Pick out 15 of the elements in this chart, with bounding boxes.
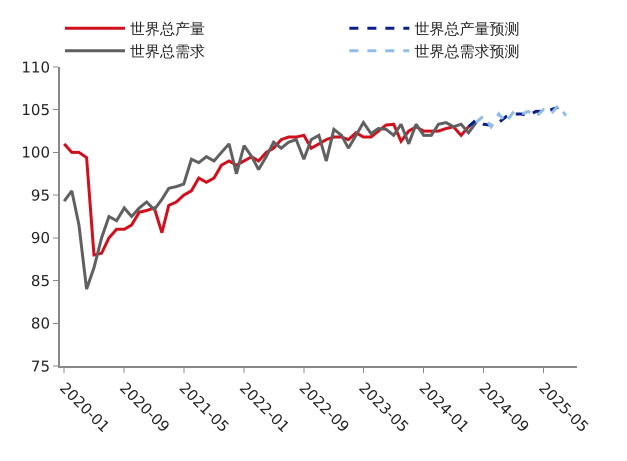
y-tick-label: 80: [30, 314, 50, 333]
y-tick-label: 95: [30, 186, 50, 204]
legend-label: 世界总需求预测: [414, 42, 520, 61]
y-tick-label: 75: [30, 357, 50, 376]
y-tick-label: 90: [30, 229, 50, 248]
y-tick-label: 110: [21, 58, 50, 76]
line-series: [466, 106, 560, 128]
legend-label: 世界总需求: [130, 42, 205, 61]
y-tick-label: 100: [21, 144, 50, 162]
legend-label: 世界总产量预测: [414, 20, 520, 38]
line-series: [474, 104, 568, 128]
line-series: [62, 121, 478, 291]
y-tick-label: 105: [21, 100, 50, 119]
y-tick-label: 85: [30, 272, 50, 290]
legend-label: 世界总产量: [130, 20, 205, 38]
